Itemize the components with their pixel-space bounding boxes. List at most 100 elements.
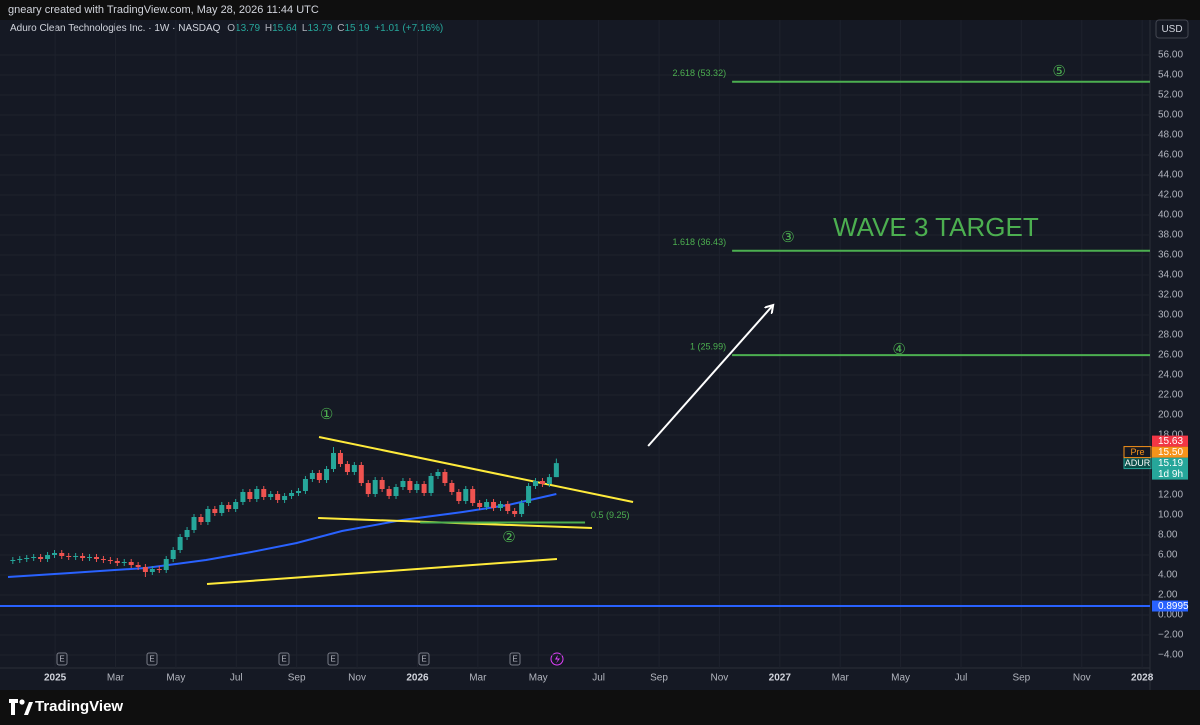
candle-body [442, 472, 448, 483]
x-tick-label: Jul [592, 673, 605, 684]
y-tick-label: 24.00 [1158, 370, 1183, 381]
candle-body [302, 479, 308, 491]
x-tick-label: Mar [469, 673, 487, 684]
currency-box[interactable] [1155, 19, 1189, 39]
candle-body [491, 502, 497, 508]
candle-body [428, 476, 434, 493]
earnings-label: E [330, 655, 335, 664]
x-tick-label: May [529, 673, 548, 684]
candle-body [52, 553, 58, 555]
fib-label: 1.618 (36.43) [673, 237, 727, 247]
y-tick-label: 54.00 [1158, 70, 1183, 81]
x-tick-label: 2027 [769, 673, 792, 684]
y-tick-label: 0.000 [1158, 610, 1183, 621]
candle-body [59, 553, 65, 556]
ohlc-label: O [227, 23, 235, 34]
y-tick-label: 42.00 [1158, 190, 1183, 201]
candle-body [295, 491, 301, 493]
y-tick-label: 2.00 [1158, 590, 1178, 601]
moving-average [7, 493, 557, 578]
candle-body [156, 569, 162, 570]
candle-body [379, 480, 385, 489]
x-tick-label: Mar [107, 673, 125, 684]
candle-body [121, 562, 127, 563]
price-tag [1152, 600, 1188, 612]
candle-body [10, 560, 16, 561]
candle-body [309, 473, 315, 479]
candle-body [539, 481, 545, 484]
y-tick-label: 32.00 [1158, 290, 1183, 301]
price-tag-name: ADUR [1125, 458, 1151, 468]
candle-body [449, 483, 455, 492]
candle-body [198, 517, 204, 522]
candle-body [477, 503, 483, 507]
candle-body [526, 486, 532, 503]
y-tick-label: 8.00 [1158, 530, 1178, 541]
y-tick-label: 48.00 [1158, 130, 1183, 141]
candle-body [240, 492, 246, 502]
candle-body [505, 504, 511, 511]
price-tag-name: Pre [1130, 447, 1144, 457]
candle-body [87, 557, 93, 558]
candle-body [358, 465, 364, 483]
price-tag-label: 15.19 [1158, 458, 1183, 469]
y-tick-label: 12.00 [1158, 490, 1183, 501]
fib-label: 1 (25.99) [690, 341, 726, 351]
trendline [206, 558, 558, 585]
candle-body [254, 489, 260, 499]
candle-body [351, 465, 357, 472]
x-tick-label: 2026 [406, 673, 429, 684]
lightning-marker [550, 652, 564, 666]
price-tag-label: 0.8995 [1158, 601, 1189, 612]
candle-body [128, 562, 134, 565]
y-tick-label: 20.00 [1158, 410, 1183, 421]
fib-label: 2.618 (53.32) [673, 68, 727, 78]
change: +1.01 (+7.16%) [374, 23, 443, 34]
y-tick-label: 56.00 [1158, 50, 1183, 61]
ohlc-value: 13.79 [235, 23, 260, 34]
candle-body [212, 509, 218, 513]
y-tick-label: 50.00 [1158, 110, 1183, 121]
top-bar [0, 0, 1200, 20]
annotation: ⑤ [1052, 63, 1065, 80]
y-tick-label: 44.00 [1158, 170, 1183, 181]
y-tick-label: 10.00 [1158, 510, 1183, 521]
earnings-label: E [512, 655, 517, 664]
candle-body [93, 557, 99, 559]
ohlc-value: 15.64 [272, 23, 297, 34]
candle-body [261, 489, 267, 497]
x-tick-label: Jul [230, 673, 243, 684]
y-tick-label: 28.00 [1158, 330, 1183, 341]
candle-body [24, 558, 30, 559]
y-tick-label: 52.00 [1158, 90, 1183, 101]
candle-body [142, 567, 148, 572]
candle-body [484, 502, 490, 507]
ohlc-label: H [265, 23, 272, 34]
candle-body [163, 559, 169, 570]
earnings-marker [278, 652, 290, 666]
x-tick-label: May [891, 673, 910, 684]
earnings-marker [509, 652, 521, 666]
candle-body [66, 556, 72, 557]
candle-body [219, 505, 225, 513]
ohlc-label: L [302, 23, 308, 34]
earnings-marker [146, 652, 158, 666]
candle-body [470, 489, 476, 503]
x-tick-label: Nov [711, 673, 729, 684]
attribution: gneary created with TradingView.com, May… [8, 4, 319, 16]
bottom-bar [0, 690, 1200, 725]
annotation: ② [502, 529, 515, 546]
fib-label: 0.5 (9.25) [591, 510, 630, 520]
candle-body [107, 560, 113, 561]
candle-body [73, 556, 79, 557]
x-tick-label: Jul [955, 673, 968, 684]
candle-body [324, 469, 330, 480]
y-tick-label: 6.00 [1158, 550, 1178, 561]
grid [0, 20, 1150, 668]
earnings-marker [327, 652, 339, 666]
y-tick-label: −4.00 [1158, 650, 1184, 661]
candle-body [519, 503, 525, 514]
candle-body [435, 472, 441, 476]
candle-body [226, 505, 232, 509]
candle-body [414, 484, 420, 490]
